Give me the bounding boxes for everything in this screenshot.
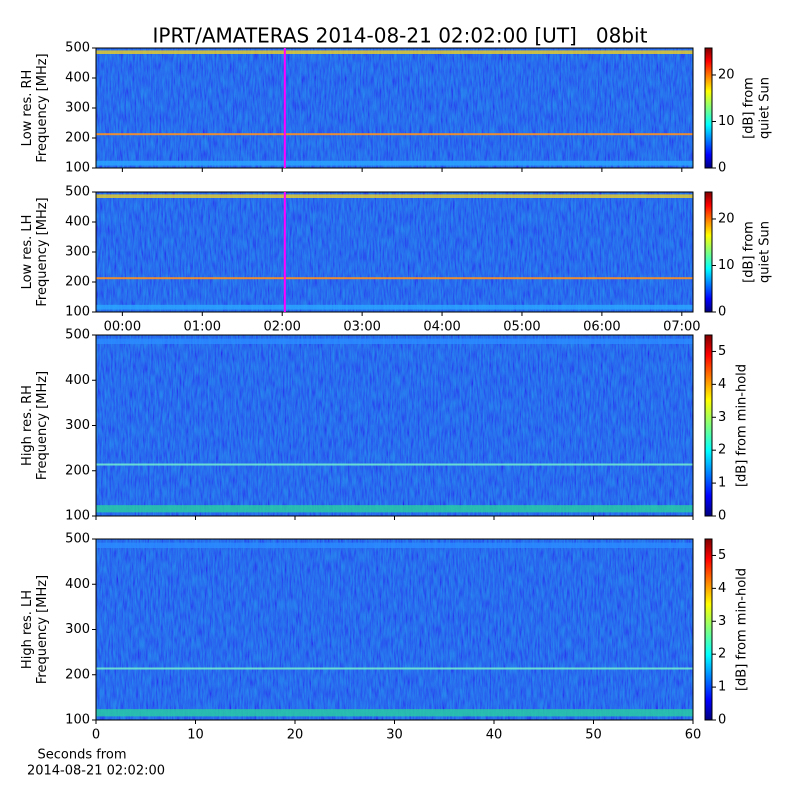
y-tick-label: 500 (65, 532, 90, 547)
y-tick-label: 400 (65, 215, 90, 230)
y-tick-label: 200 (65, 667, 90, 682)
y-axis-label: High res. RH (20, 385, 35, 466)
x-tick-label: 00:00 (104, 320, 141, 335)
band (96, 50, 693, 54)
band (96, 133, 693, 136)
y-tick-label: 100 (65, 161, 90, 176)
y-axis-label: Frequency [MHz] (35, 53, 50, 162)
band (96, 505, 693, 513)
y-tick-label: 200 (65, 463, 90, 478)
band (96, 542, 693, 549)
band (96, 463, 693, 466)
colorbar-tick-label: 2 (718, 443, 726, 458)
x-tick-label: 30 (386, 728, 403, 743)
y-tick-label: 100 (65, 509, 90, 524)
spectrogram-texture (96, 335, 693, 516)
colorbar-tick-label: 20 (718, 67, 735, 82)
colorbar-tick-label: 0 (718, 305, 726, 320)
spectrogram-texture (96, 539, 693, 720)
colorbar (704, 47, 713, 169)
y-tick-label: 300 (65, 245, 90, 260)
x-tick-label: 06:00 (583, 320, 620, 335)
colorbar-tick-label: 10 (718, 258, 735, 273)
x-axis-label: 2014-08-21 02:02:00 (27, 764, 165, 779)
colorbar (704, 334, 713, 517)
colorbar-label: quiet Sun (758, 221, 773, 283)
spectrogram-texture (96, 48, 693, 168)
spectrogram-texture (96, 192, 693, 312)
x-tick-label: 03:00 (343, 320, 380, 335)
band (96, 194, 693, 198)
colorbar-tick-label: 3 (718, 410, 726, 425)
x-tick-label: 02:00 (263, 320, 300, 335)
x-tick-label: 60 (685, 728, 702, 743)
colorbar-tick-label: 0 (718, 509, 726, 524)
colorbar-tick-label: 1 (718, 680, 726, 695)
y-axis-label: Frequency [MHz] (35, 197, 50, 306)
colorbar-label: quiet Sun (758, 77, 773, 139)
y-tick-label: 400 (65, 577, 90, 592)
y-tick-label: 300 (65, 622, 90, 637)
band (96, 277, 693, 280)
x-tick-label: 40 (486, 728, 503, 743)
colorbar-tick-label: 20 (718, 211, 735, 226)
x-tick-label: 50 (585, 728, 602, 743)
colorbar-label: [dB] from min-hold (735, 568, 750, 691)
y-axis-label: Low res. LH (20, 215, 35, 290)
y-tick-label: 300 (65, 101, 90, 116)
colorbar-label: [dB] from (742, 221, 757, 283)
x-tick-label: 05:00 (503, 320, 540, 335)
colorbar-tick-label: 3 (718, 614, 726, 629)
y-tick-label: 200 (65, 275, 90, 290)
y-tick-label: 500 (65, 185, 90, 200)
colorbar-label: [dB] from min-hold (735, 364, 750, 487)
y-tick-label: 400 (65, 373, 90, 388)
colorbar-label: [dB] from (742, 77, 757, 139)
band (96, 667, 693, 670)
band (96, 709, 693, 717)
y-tick-label: 500 (65, 41, 90, 56)
x-tick-label: 04:00 (423, 320, 460, 335)
x-tick-label: 20 (287, 728, 304, 743)
colorbar-tick-label: 4 (718, 377, 726, 392)
y-tick-label: 400 (65, 71, 90, 86)
x-tick-label: 07:00 (663, 320, 700, 335)
chart-title: IPRT/AMATERAS 2014-08-21 02:02:00 [UT] 0… (153, 24, 648, 48)
y-axis-label: Frequency [MHz] (35, 575, 50, 684)
colorbar-tick-label: 2 (718, 647, 726, 662)
y-tick-label: 500 (65, 328, 90, 343)
y-tick-label: 100 (65, 713, 90, 728)
y-axis-label: High res. LH (20, 590, 35, 669)
colorbar-tick-label: 4 (718, 581, 726, 596)
colorbar-tick-label: 10 (718, 114, 735, 129)
colorbar-tick-label: 5 (718, 548, 726, 563)
x-tick-label: 10 (187, 728, 204, 743)
x-axis-label: Seconds from (37, 748, 126, 763)
colorbar-tick-label: 0 (718, 161, 726, 176)
y-axis-label: Low res. RH (20, 70, 35, 147)
band (96, 304, 693, 310)
y-tick-label: 200 (65, 131, 90, 146)
x-tick-label: 01:00 (184, 320, 221, 335)
y-tick-label: 100 (65, 305, 90, 320)
y-axis-label: Frequency [MHz] (35, 371, 50, 480)
colorbar-tick-label: 1 (718, 476, 726, 491)
colorbar-tick-label: 5 (718, 344, 726, 359)
y-tick-label: 300 (65, 418, 90, 433)
colorbar (704, 538, 713, 721)
x-tick-label: 0 (92, 728, 100, 743)
colorbar (704, 191, 713, 313)
colorbar-tick-label: 0 (718, 713, 726, 728)
band (96, 338, 693, 345)
band (96, 160, 693, 166)
